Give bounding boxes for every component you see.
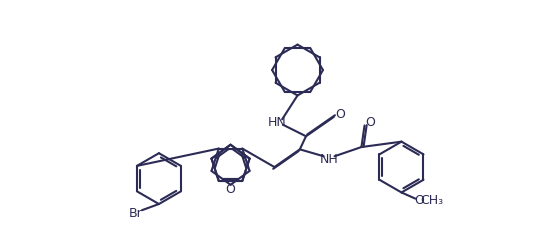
Text: O: O bbox=[366, 116, 375, 129]
Text: HN: HN bbox=[267, 116, 286, 129]
Text: O: O bbox=[335, 108, 345, 121]
Text: Br: Br bbox=[129, 207, 143, 220]
Text: CH₃: CH₃ bbox=[421, 194, 444, 207]
Text: O: O bbox=[226, 183, 236, 196]
Text: O: O bbox=[414, 194, 424, 207]
Text: NH: NH bbox=[320, 153, 338, 166]
